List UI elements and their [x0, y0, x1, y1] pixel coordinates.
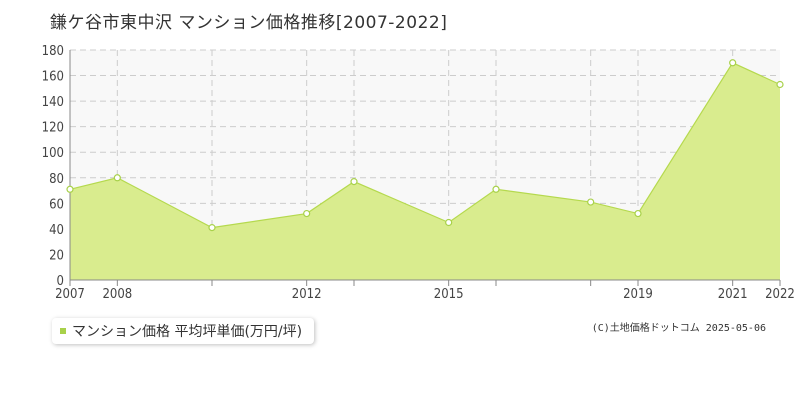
x-tick-label: 2015 [434, 287, 464, 302]
legend-marker [60, 328, 66, 334]
x-tick-label: 2012 [292, 287, 322, 302]
copyright: (C)土地価格ドットコム 2025-05-06 [591, 323, 766, 334]
x-tick-label: 2008 [102, 287, 132, 302]
y-tick-label: 60 [49, 197, 64, 212]
y-tick-label: 0 [57, 274, 64, 289]
x-tick-label: 2019 [623, 287, 653, 302]
data-point [208, 224, 216, 232]
y-tick-label: 120 [42, 121, 64, 136]
data-point [587, 198, 595, 206]
data-point [776, 80, 784, 89]
y-tick-label: 20 [49, 248, 64, 263]
x-tick-label: 2022 [765, 287, 795, 302]
y-tick-label: 180 [42, 44, 64, 59]
y-tick-label: 100 [42, 146, 64, 161]
data-point [492, 185, 500, 193]
chart-title: 鎌ケ谷市東中沢 マンション価格推移[2007-2022] [50, 13, 448, 33]
series-area [70, 62, 780, 281]
data-point [445, 218, 453, 227]
data-point [350, 178, 358, 186]
data-point [303, 209, 311, 218]
data-point [634, 209, 642, 218]
x-tick-label: 2021 [718, 287, 748, 302]
data-point [729, 59, 737, 67]
x-tick-label: 2007 [55, 287, 85, 302]
y-tick-label: 140 [42, 95, 64, 110]
legend: マンション価格 平均坪単価(万円/坪) [52, 318, 315, 344]
data-point [113, 174, 121, 182]
y-tick-label: 80 [49, 172, 64, 187]
y-tick-label: 40 [49, 223, 64, 238]
y-tick-label: 160 [42, 70, 64, 85]
legend-label: マンション価格 平均坪単価(万円/坪) [72, 324, 303, 340]
data-point [66, 185, 74, 193]
